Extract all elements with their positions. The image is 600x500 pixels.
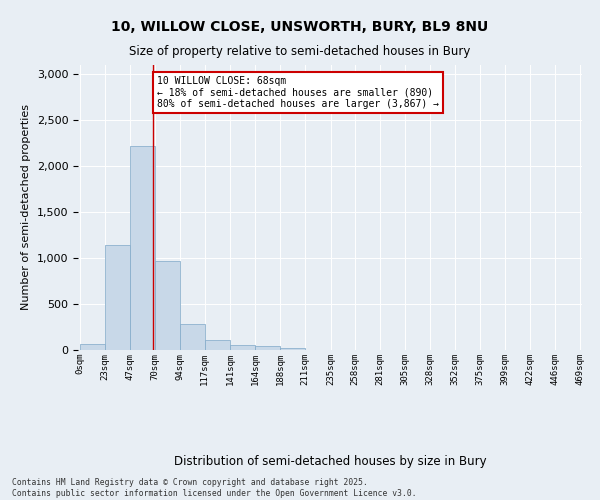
Y-axis label: Number of semi-detached properties: Number of semi-detached properties <box>21 104 31 310</box>
Bar <box>130 146 155 350</box>
Text: Contains HM Land Registry data © Crown copyright and database right 2025.
Contai: Contains HM Land Registry data © Crown c… <box>12 478 416 498</box>
Bar <box>230 346 255 350</box>
Text: 10 WILLOW CLOSE: 68sqm
← 18% of semi-detached houses are smaller (890)
80% of se: 10 WILLOW CLOSE: 68sqm ← 18% of semi-det… <box>157 76 439 109</box>
Bar <box>280 348 305 350</box>
Text: Distribution of semi-detached houses by size in Bury: Distribution of semi-detached houses by … <box>173 454 487 468</box>
Bar <box>205 340 230 350</box>
Bar <box>255 346 280 350</box>
Bar <box>155 261 180 350</box>
Text: 10, WILLOW CLOSE, UNSWORTH, BURY, BL9 8NU: 10, WILLOW CLOSE, UNSWORTH, BURY, BL9 8N… <box>112 20 488 34</box>
Text: Size of property relative to semi-detached houses in Bury: Size of property relative to semi-detach… <box>130 45 470 58</box>
Bar <box>180 324 205 350</box>
Bar <box>80 344 104 350</box>
Bar <box>104 245 130 350</box>
